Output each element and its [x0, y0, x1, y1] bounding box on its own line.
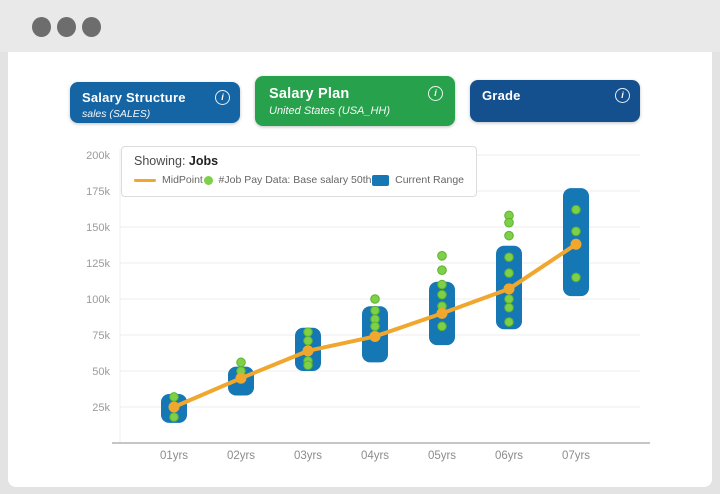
legend-item-current-range[interactable]: Current Range	[372, 174, 464, 186]
x-tick-label: 01yrs	[160, 450, 188, 462]
y-tick-label: 100k	[86, 294, 110, 306]
salary-plan-button[interactable]: Salary Plan United States (USA_HH) i	[255, 76, 455, 126]
window-control-dot[interactable]	[32, 17, 51, 37]
legend-item-pay-data-label: #Job Pay Data: Base salary 50th	[218, 174, 372, 186]
midpoint-marker[interactable]	[503, 283, 515, 295]
pay-data-point[interactable]	[504, 252, 514, 263]
info-icon[interactable]: i	[615, 88, 630, 103]
midpoint-marker[interactable]	[235, 372, 247, 384]
midpoint-marker[interactable]	[369, 330, 381, 342]
pay-data-dot-swatch	[203, 175, 213, 185]
legend-items: MidPoint #Job Pay Data: Base salary 50th…	[134, 174, 464, 186]
pay-data-point[interactable]	[370, 305, 380, 316]
pay-data-point[interactable]	[236, 357, 246, 368]
content-card: Salary Structure sales (SALES) i Salary …	[8, 52, 712, 487]
pay-data-point[interactable]	[437, 289, 447, 300]
pay-data-point[interactable]	[504, 268, 514, 278]
pay-data-point[interactable]	[504, 294, 514, 304]
salary-plan-subtitle: United States (USA_HH)	[269, 105, 391, 117]
pay-data-point[interactable]	[303, 335, 313, 346]
x-tick-label: 02yrs	[227, 450, 255, 462]
pay-data-point[interactable]	[504, 217, 514, 228]
pay-data-point[interactable]	[504, 302, 514, 313]
current-range-swatch	[372, 174, 390, 186]
info-icon[interactable]: i	[428, 86, 443, 101]
pay-data-point[interactable]	[571, 272, 581, 283]
legend-showing: Showing: Jobs	[134, 154, 464, 168]
midpoint-marker[interactable]	[570, 238, 582, 250]
midpoint-line-swatch	[134, 178, 156, 182]
pay-data-point[interactable]	[437, 321, 447, 332]
salary-plan-title: Salary Plan	[269, 86, 350, 102]
pay-data-point[interactable]	[303, 327, 313, 337]
browser-titlebar	[0, 0, 720, 52]
pay-data-point[interactable]	[504, 317, 514, 327]
midpoint-marker[interactable]	[302, 345, 314, 357]
x-tick-label: 04yrs	[361, 450, 389, 462]
pay-data-point[interactable]	[169, 392, 179, 402]
pay-data-point[interactable]	[303, 360, 313, 371]
window-control-dot[interactable]	[57, 17, 76, 37]
x-tick-label: 06yrs	[495, 450, 523, 462]
y-tick-label: 200k	[86, 150, 110, 162]
y-tick-label: 75k	[92, 330, 110, 342]
legend-item-midpoint[interactable]: MidPoint	[134, 174, 203, 186]
y-tick-label: 25k	[92, 402, 110, 414]
pay-data-point[interactable]	[169, 412, 179, 422]
x-tick-label: 07yrs	[562, 450, 590, 462]
legend-item-midpoint-label: MidPoint	[162, 174, 203, 186]
midpoint-marker[interactable]	[436, 307, 448, 319]
y-tick-label: 175k	[86, 186, 110, 198]
x-tick-label: 03yrs	[294, 450, 322, 462]
pay-data-point[interactable]	[437, 265, 447, 275]
pay-data-point[interactable]	[370, 294, 380, 304]
grade-title: Grade	[482, 88, 521, 103]
y-tick-label: 150k	[86, 222, 110, 234]
salary-chart-area: Showing: Jobs MidPoint #Job Pay Data: Ba…	[8, 140, 712, 487]
salary-structure-button[interactable]: Salary Structure sales (SALES) i	[70, 82, 240, 123]
legend-showing-prefix: Showing:	[134, 154, 186, 168]
legend-item-pay-data[interactable]: #Job Pay Data: Base salary 50th	[203, 174, 372, 186]
pay-data-point[interactable]	[504, 230, 514, 241]
y-tick-label: 50k	[92, 366, 110, 378]
salary-structure-title: Salary Structure	[82, 90, 186, 105]
window-controls	[32, 17, 101, 37]
pay-data-point[interactable]	[437, 251, 447, 261]
salary-chart: 25k 50k 75k 100k 125k 150k 175k 200k 01yrs 02yrs 0…	[86, 149, 650, 462]
y-tick-label: 125k	[86, 258, 110, 270]
pay-data-point[interactable]	[437, 279, 447, 290]
pay-data-point[interactable]	[571, 204, 581, 215]
legend-showing-value: Jobs	[188, 154, 219, 168]
salary-structure-subtitle: sales (SALES)	[82, 108, 151, 120]
midpoint-marker[interactable]	[168, 401, 180, 413]
x-tick-label: 05yrs	[428, 450, 456, 462]
pay-data-point[interactable]	[571, 226, 581, 237]
chart-legend: Showing: Jobs MidPoint #Job Pay Data: Ba…	[121, 146, 477, 197]
grade-button[interactable]: Grade i	[470, 80, 640, 122]
legend-item-current-range-label: Current Range	[395, 174, 464, 186]
window-control-dot[interactable]	[82, 17, 101, 37]
pay-data-point[interactable]	[370, 321, 380, 332]
info-icon[interactable]: i	[215, 90, 230, 105]
